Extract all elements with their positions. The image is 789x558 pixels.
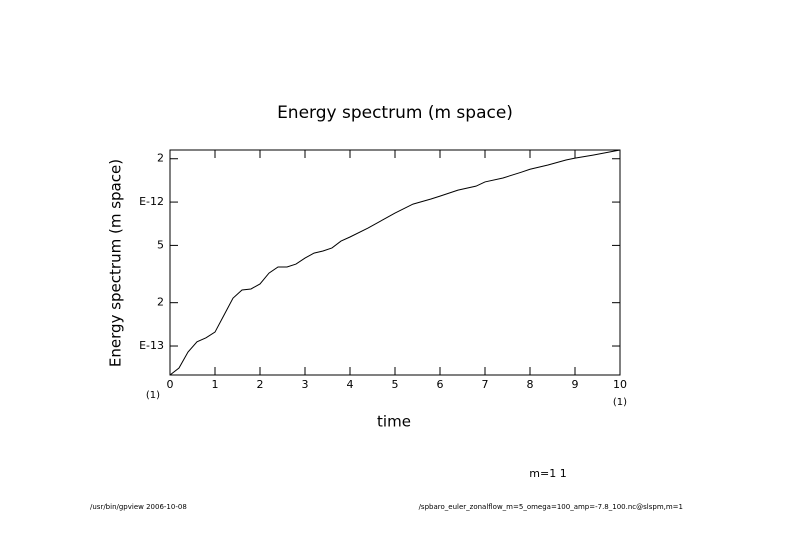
x-tick-label: 2 <box>257 378 264 391</box>
x-tick-label: 9 <box>572 378 579 391</box>
y-tick-label: E-12 <box>139 195 164 208</box>
x-tick-label: 3 <box>302 378 309 391</box>
footer-right: /spbaro_euler_zonalflow_m=5_omega=100_am… <box>419 503 683 511</box>
x-tick-label: 1 <box>212 378 219 391</box>
x-tick-label: 7 <box>482 378 489 391</box>
x-tick-label: 4 <box>347 378 354 391</box>
y-tick-label: 5 <box>157 238 164 251</box>
x-scale-note: (1) <box>146 390 160 401</box>
y-axis-label: Energy spectrum (m space) <box>107 159 125 367</box>
x-tick-label: 0 <box>167 378 174 391</box>
x-axis-label: time <box>377 413 411 431</box>
x-tick-label: 6 <box>437 378 444 391</box>
legend-label: m=1 1 <box>529 467 566 480</box>
x-scale-note: (1) <box>613 397 627 408</box>
x-tick-label: 5 <box>392 378 399 391</box>
y-tick-label: 2 <box>157 152 164 165</box>
data-line <box>169 149 621 376</box>
footer-left: /usr/bin/gpview 2006-10-08 <box>90 503 187 511</box>
x-tick-label: 8 <box>527 378 534 391</box>
x-tick-label: 10 <box>613 378 627 391</box>
y-tick-label: 2 <box>157 296 164 309</box>
chart-title: Energy spectrum (m space) <box>277 103 513 123</box>
y-tick-label: E-13 <box>139 339 164 352</box>
